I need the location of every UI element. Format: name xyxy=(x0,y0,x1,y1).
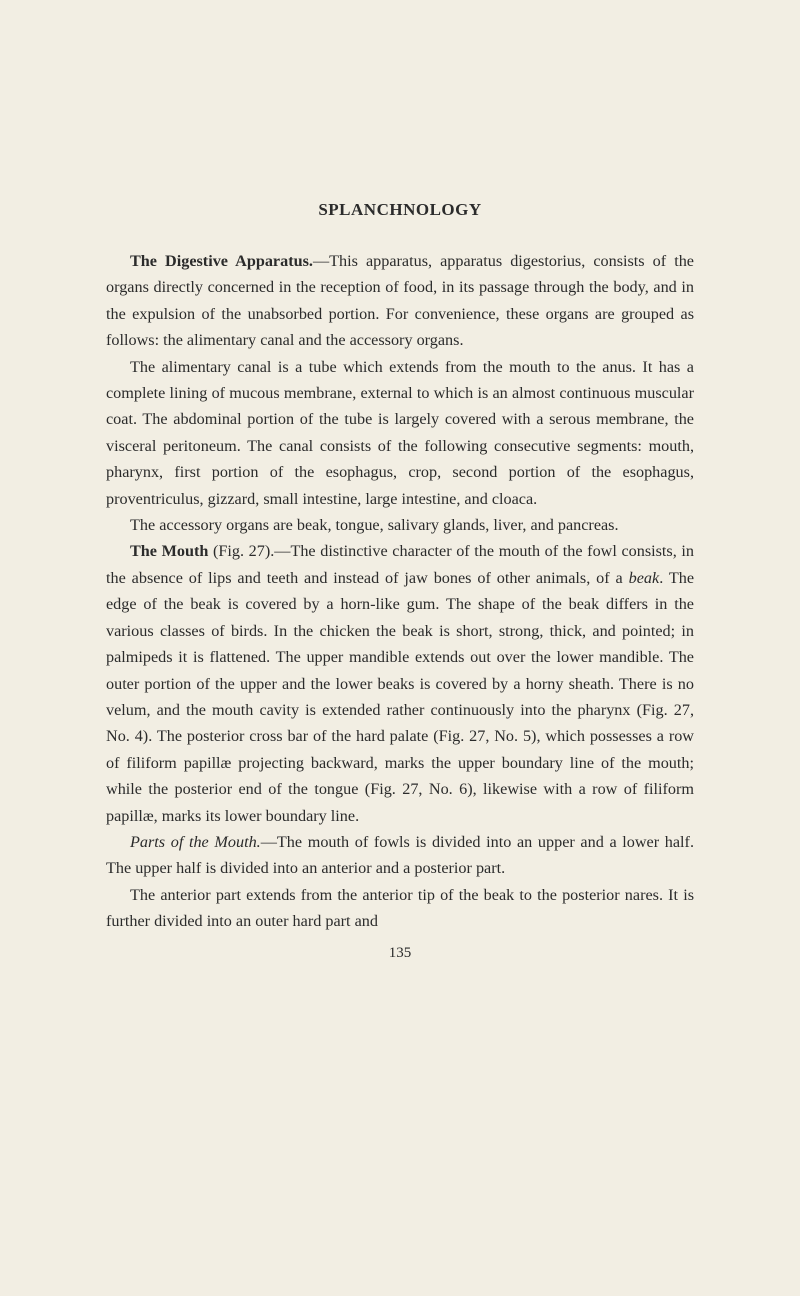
paragraph-6: The anterior part extends from the anter… xyxy=(106,882,694,935)
paragraph-3: The accessory organs are beak, tongue, s… xyxy=(106,512,694,538)
paragraph-4-rest: . The edge of the beak is covered by a h… xyxy=(106,569,694,825)
lead-term: The Digestive Apparatus. xyxy=(130,252,313,270)
page-number: 135 xyxy=(106,945,694,962)
italic-lead: Parts of the Mouth. xyxy=(130,833,261,851)
paragraph-5: Parts of the Mouth.—The mouth of fowls i… xyxy=(106,829,694,882)
paragraph-4: The Mouth (Fig. 27).—The distinctive cha… xyxy=(106,538,694,828)
italic-term: beak xyxy=(629,569,660,587)
paragraph-1: The Digestive Apparatus.—This apparatus,… xyxy=(106,248,694,354)
lead-term: The Mouth xyxy=(130,542,208,560)
section-heading: SPLANCHNOLOGY xyxy=(106,200,694,220)
paragraph-2: The alimentary canal is a tube which ext… xyxy=(106,354,694,512)
